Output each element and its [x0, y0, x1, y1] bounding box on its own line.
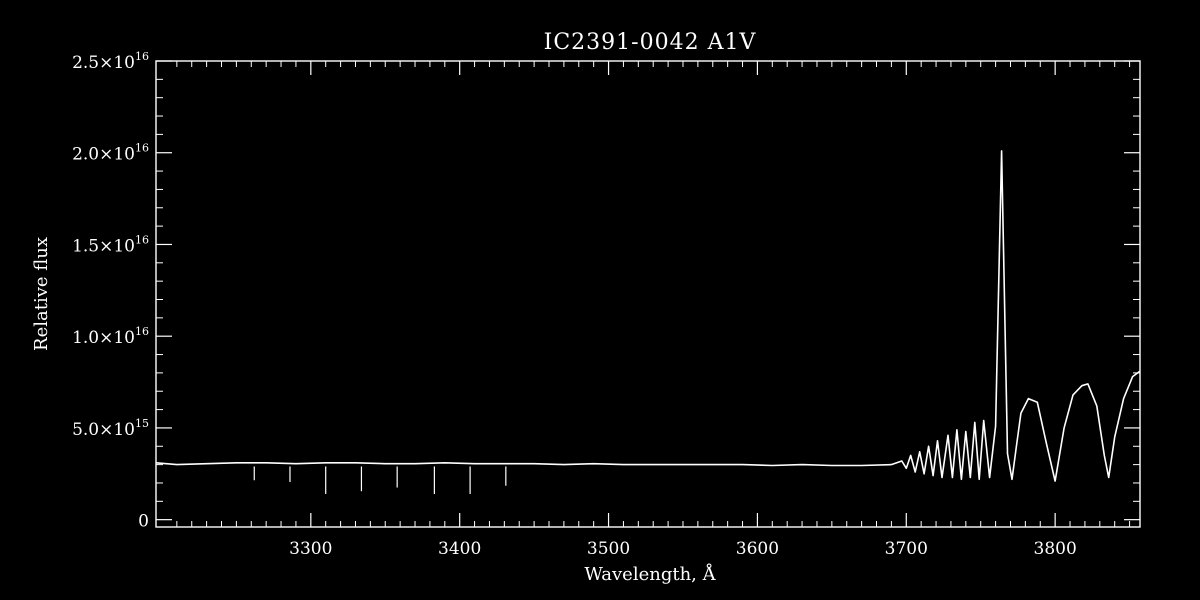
y-axis-label: Relative flux — [31, 237, 52, 351]
x-tick-label-0: 3300 — [289, 539, 332, 559]
line-markers — [253, 466, 507, 494]
y-tick-label-5: 2.5×1016 — [72, 50, 149, 73]
x-axis-label: Wavelength, Å — [584, 563, 716, 585]
y-tick-label-3: 1.5×1016 — [72, 233, 149, 256]
y-tick-label-2: 1.0×1016 — [72, 325, 149, 348]
tick-labels: 3300 3400 3500 3600 3700 3800 0 5.0×1015 1.0×101… — [72, 50, 1077, 559]
x-tick-label-5: 3800 — [1034, 539, 1077, 559]
plot-frame — [155, 60, 1141, 528]
x-tick-label-3: 3600 — [736, 539, 779, 559]
y-tick-label-1: 5.0×1015 — [72, 417, 149, 440]
y-tick-label-0: 0 — [138, 512, 149, 532]
x-tick-label-2: 3500 — [587, 539, 630, 559]
x-tick-label-1: 3400 — [438, 539, 481, 559]
spectrum-series-line — [155, 150, 1141, 482]
y-tick-label-4: 2.0×1016 — [72, 142, 149, 165]
x-tick-label-4: 3700 — [885, 539, 928, 559]
chart-title: IC2391-0042 A1V — [544, 30, 757, 55]
